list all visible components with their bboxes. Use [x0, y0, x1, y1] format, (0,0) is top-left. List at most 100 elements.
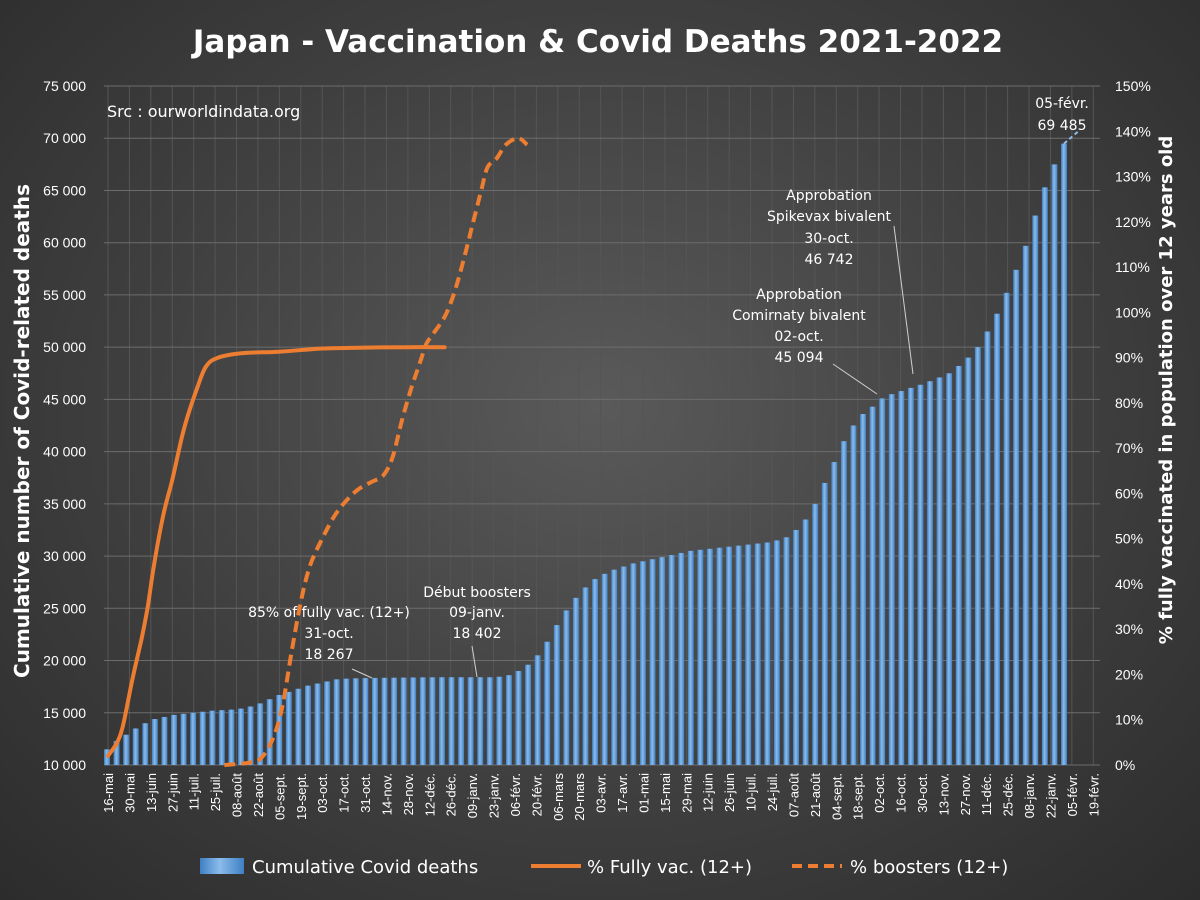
x-tick-label: 06-mars: [551, 773, 566, 821]
bar: [209, 710, 216, 765]
annotation-line: 18 402: [453, 626, 502, 642]
bar: [840, 441, 847, 765]
y-tick-label: 70 000: [43, 130, 86, 146]
bar: [410, 677, 417, 765]
annotation-line: 18 267: [305, 647, 354, 663]
bar: [735, 545, 742, 765]
bar: [1041, 187, 1048, 765]
bar: [812, 503, 819, 765]
annotation-line: Approbation: [786, 188, 872, 204]
bar: [544, 641, 551, 765]
bar: [525, 664, 532, 765]
bar: [362, 678, 369, 765]
y-tick-label: 35 000: [43, 496, 86, 512]
bar: [639, 561, 646, 765]
bar: [659, 557, 666, 765]
bar: [132, 728, 139, 765]
bar: [965, 357, 972, 765]
x-tick-label: 05-févr.: [1065, 773, 1080, 816]
y2-tick-label: 20%: [1115, 666, 1143, 682]
bar: [123, 734, 130, 765]
x-tick-label: 20-mars: [572, 773, 587, 821]
x-tick-label: 04-sept.: [829, 773, 844, 820]
bar: [668, 555, 675, 765]
x-tick-label: 02-oct.: [872, 773, 887, 813]
y2-tick-label: 100%: [1115, 304, 1151, 320]
x-tick-label: 14-nov.: [379, 773, 394, 815]
bar: [783, 537, 790, 765]
y2-tick-label: 10%: [1115, 712, 1143, 728]
x-tick-label: 22-août: [251, 773, 266, 817]
legend-label-deaths: Cumulative Covid deaths: [252, 857, 478, 878]
annotation-line: 02-oct.: [774, 329, 823, 345]
bar: [955, 365, 962, 765]
annotation-85-pct: 85% of fully vac. (12+) 31-oct. 18 267: [248, 605, 410, 679]
bar: [1051, 164, 1058, 765]
bar: [850, 425, 857, 765]
bar: [678, 552, 685, 765]
bar: [888, 394, 895, 765]
x-tick-label: 13-juin: [144, 773, 159, 812]
x-tick-label: 12-juin: [701, 773, 716, 812]
x-tick-label: 24-juil.: [765, 773, 780, 811]
x-axis: 16-mai 30-mai 13-juin 27-juin 11-juil. 25-jui…: [101, 773, 1101, 821]
bar: [458, 677, 465, 765]
x-tick-label: 18-sept.: [851, 773, 866, 820]
bar: [486, 677, 493, 765]
x-tick-label: 22-janv.: [1043, 773, 1058, 818]
bar: [515, 670, 522, 765]
x-tick-label: 29-mai: [679, 773, 694, 813]
x-tick-label: 25-juil.: [208, 773, 223, 811]
bar: [1022, 245, 1029, 765]
annotation-line: 30-oct.: [804, 231, 853, 247]
chart-title: Japan - Vaccination & Covid Deaths 2021-…: [191, 24, 1003, 60]
annotation-line: Approbation: [756, 287, 842, 303]
bar: [553, 625, 560, 765]
bar: [802, 519, 809, 765]
boosters-dashed-line: [224, 136, 529, 767]
x-tick-label: 27-juin: [165, 773, 180, 812]
y-tick-label: 20 000: [43, 653, 86, 669]
bar: [984, 331, 991, 765]
bar: [1061, 143, 1067, 765]
x-tick-label: 08-janv.: [1022, 773, 1037, 818]
bar: [190, 712, 197, 765]
x-tick-label: 21-août: [808, 773, 823, 817]
bar: [295, 688, 302, 765]
x-tick-label: 09-janv.: [465, 773, 480, 818]
bar: [371, 677, 378, 765]
y2-tick-label: 60%: [1115, 485, 1143, 501]
annotation-05-fevr: 05-févr. 69 485: [1035, 96, 1089, 134]
annotation-comirnaty: Approbation Comirnaty bivalent 02-oct. 4…: [732, 287, 878, 395]
bar: [879, 398, 886, 765]
annotation-line: 09-janv.: [449, 605, 505, 621]
bar: [582, 587, 589, 765]
bar: [994, 313, 1000, 765]
y-tick-label: 15 000: [43, 705, 86, 721]
bar: [630, 563, 637, 765]
legend-swatch-bar: [200, 858, 244, 874]
x-tick-label: 19-févr.: [1086, 773, 1101, 816]
y2-tick-label: 30%: [1115, 621, 1143, 637]
bar: [572, 597, 579, 765]
x-tick-label: 27-nov.: [958, 773, 973, 815]
bar: [907, 387, 914, 765]
x-tick-label: 05-sept.: [272, 773, 287, 820]
annotation-debut-boosters: Début boosters 09-janv. 18 402: [423, 585, 531, 678]
bar: [831, 462, 838, 765]
bar: [745, 544, 752, 765]
annotation-line: Début boosters: [423, 585, 531, 601]
annotation-line: 45 094: [775, 350, 824, 366]
bar: [927, 381, 933, 765]
bar: [477, 677, 484, 765]
x-tick-label: 03-oct.: [315, 773, 330, 813]
bar: [505, 675, 512, 765]
bar: [438, 677, 445, 765]
bar: [1032, 215, 1039, 766]
bar: [611, 569, 618, 765]
x-tick-label: 13-nov.: [936, 773, 951, 815]
bar: [400, 677, 407, 765]
y2-tick-label: 90%: [1115, 350, 1143, 366]
bar: [467, 677, 474, 765]
